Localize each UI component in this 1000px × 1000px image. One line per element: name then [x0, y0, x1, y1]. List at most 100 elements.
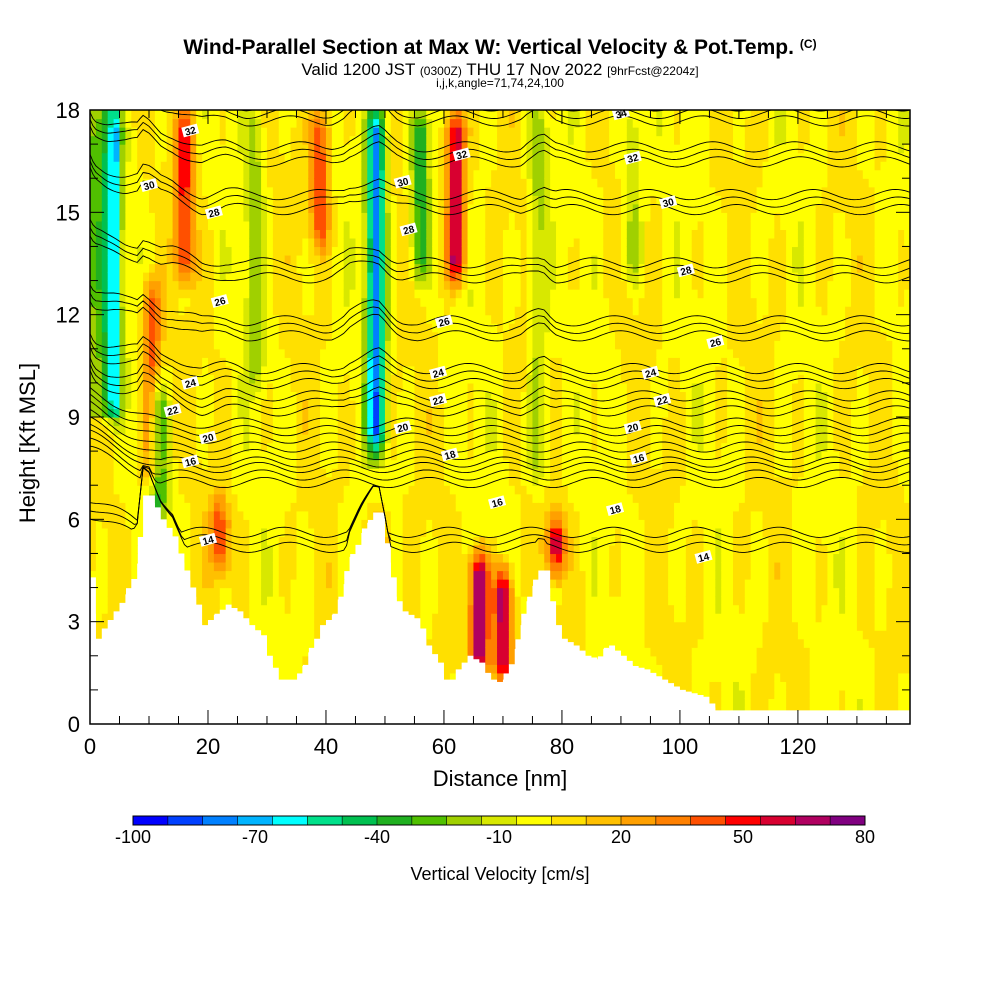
velocity-cell [278, 613, 286, 623]
velocity-cell [154, 118, 162, 128]
velocity-cell [296, 229, 303, 239]
velocity-cell [249, 502, 256, 512]
velocity-cell [473, 144, 480, 154]
velocity-cell [355, 510, 362, 520]
velocity-cell [137, 118, 144, 128]
velocity-cell [361, 442, 368, 452]
velocity-cell [414, 468, 421, 478]
velocity-cell [402, 604, 410, 614]
velocity-cell [325, 212, 333, 222]
velocity-cell [473, 246, 480, 256]
velocity-cell [243, 144, 250, 154]
velocity-cell [290, 561, 298, 572]
velocity-cell [514, 621, 522, 631]
velocity-cell [196, 510, 203, 520]
velocity-cell [396, 195, 404, 205]
velocity-cell [538, 254, 545, 265]
velocity-cell [261, 306, 268, 316]
velocity-cell [497, 536, 504, 546]
velocity-cell [314, 135, 321, 145]
velocity-cell [479, 297, 486, 307]
velocity-cell [148, 425, 156, 435]
velocity-cell [438, 638, 445, 648]
velocity-cell [396, 246, 404, 256]
velocity-cell [573, 144, 581, 154]
velocity-cell [438, 604, 445, 614]
velocity-cell [485, 647, 492, 657]
velocity-cell [467, 237, 475, 248]
velocity-cell [225, 510, 233, 520]
velocity-cell [337, 570, 345, 580]
velocity-cell [320, 297, 327, 307]
velocity-cell [491, 434, 498, 444]
velocity-cell [237, 544, 244, 555]
velocity-cell [331, 510, 339, 520]
velocity-cell [349, 297, 357, 307]
velocity-cell [207, 493, 215, 503]
velocity-cell [154, 323, 162, 333]
velocity-cell [101, 144, 109, 154]
velocity-cell [349, 161, 357, 171]
velocity-cell [131, 348, 138, 358]
velocity-cell [390, 144, 398, 154]
velocity-cell [396, 434, 404, 444]
velocity-cell [219, 417, 227, 427]
velocity-cell [532, 280, 539, 290]
velocity-cell [432, 417, 439, 427]
velocity-cell [337, 161, 345, 171]
velocity-cell [432, 340, 439, 350]
velocity-cell [119, 587, 126, 597]
velocity-cell [402, 468, 410, 478]
velocity-cell [390, 340, 398, 350]
velocity-cell [284, 527, 292, 537]
velocity-cell [556, 468, 563, 478]
velocity-cell [261, 630, 268, 640]
velocity-cell [284, 502, 292, 512]
velocity-cell [567, 459, 575, 469]
velocity-cell [266, 365, 274, 375]
velocity-cell [491, 340, 498, 350]
velocity-cell [408, 289, 416, 299]
velocity-cell [355, 178, 362, 188]
velocity-cell [426, 391, 433, 401]
velocity-cell [556, 237, 563, 248]
velocity-cell [396, 357, 404, 367]
velocity-cell [538, 212, 545, 222]
velocity-cell [231, 527, 239, 537]
velocity-cell [426, 127, 433, 137]
velocity-cell [402, 596, 410, 606]
velocity-cell [402, 306, 410, 316]
velocity-cell [237, 323, 244, 333]
velocity-cell [190, 553, 197, 563]
velocity-cell [125, 544, 132, 555]
velocity-cell [491, 570, 498, 580]
velocity-cell [296, 621, 303, 631]
velocity-cell [314, 399, 321, 410]
velocity-cell [160, 442, 168, 452]
velocity-cell [455, 434, 463, 444]
velocity-cell [349, 476, 357, 486]
velocity-cell [308, 408, 315, 418]
velocity-cell [508, 442, 516, 452]
velocity-cell [438, 493, 445, 503]
velocity-cell [420, 348, 427, 358]
velocity-cell [396, 570, 404, 580]
velocity-cell [538, 203, 545, 213]
velocity-cell [532, 161, 539, 171]
velocity-cell [573, 510, 581, 520]
velocity-cell [90, 570, 97, 580]
velocity-cell [390, 272, 398, 282]
velocity-cell [550, 425, 557, 435]
velocity-cell [432, 186, 439, 196]
velocity-cell [473, 263, 480, 273]
velocity-cell [113, 144, 121, 154]
velocity-cell [573, 314, 581, 324]
velocity-cell [225, 544, 233, 555]
velocity-cell [526, 434, 534, 444]
velocity-cell [219, 604, 227, 614]
velocity-cell [550, 451, 557, 461]
velocity-cell [296, 135, 303, 145]
velocity-cell [402, 280, 410, 290]
velocity-cell [154, 425, 162, 435]
velocity-cell [449, 391, 457, 401]
